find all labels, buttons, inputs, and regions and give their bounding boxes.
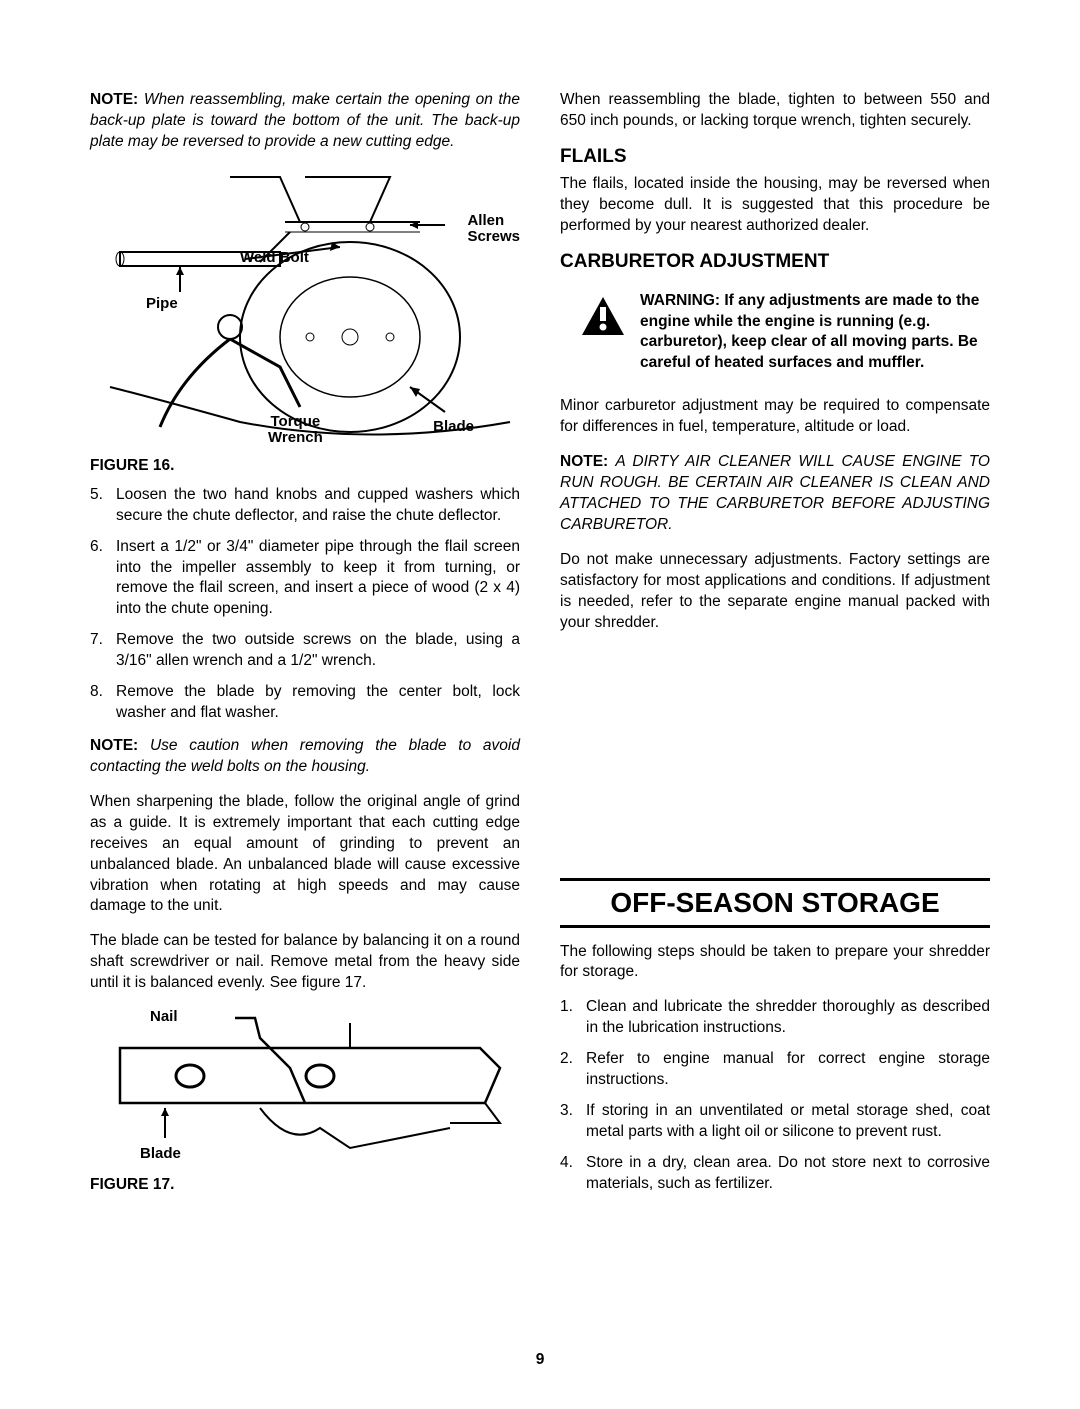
para-minor-adjustment: Minor carburetor adjustment may be requi…	[560, 396, 990, 438]
storage-step-3: 3.If storing in an unventilated or metal…	[586, 1101, 990, 1143]
figure-17-svg	[90, 1008, 520, 1168]
step-6: 6.Insert a 1/2" or 3/4" diameter pipe th…	[116, 537, 520, 621]
figure-16-diagram: AllenScrews Weld Bolt Pipe TorqueWrench …	[90, 167, 520, 447]
warning-block: WARNING: If any adjustments are made to …	[560, 291, 990, 375]
para-storage-intro: The following steps should be taken to p…	[560, 942, 990, 984]
figure-17-label: FIGURE 17.	[90, 1176, 520, 1194]
annot-pipe: Pipe	[146, 295, 178, 312]
two-column-layout: NOTE: When reassembling, make certain th…	[90, 90, 990, 1207]
note-label: NOTE:	[560, 453, 608, 470]
storage-steps-list: 1.Clean and lubricate the shredder thoro…	[560, 997, 990, 1194]
flails-heading: FLAILS	[560, 146, 990, 168]
note-text: When reassembling, make certain the open…	[90, 91, 520, 150]
steps-list-a: 5.Loosen the two hand knobs and cupped w…	[90, 485, 520, 724]
para-factory-settings: Do not make unnecessary adjustments. Fac…	[560, 550, 990, 634]
storage-step-2: 2.Refer to engine manual for correct eng…	[586, 1049, 990, 1091]
note-text: A DIRTY AIR CLEANER WILL CAUSE ENGINE TO…	[560, 453, 990, 533]
figure-16-label: FIGURE 16.	[90, 457, 520, 475]
off-season-storage-heading: OFF-SEASON STORAGE	[560, 878, 990, 928]
warning-icon	[580, 295, 626, 337]
step-8: 8.Remove the blade by removing the cente…	[116, 682, 520, 724]
annot-weld-bolt: Weld Bolt	[240, 249, 309, 266]
carburetor-heading: CARBURETOR ADJUSTMENT	[560, 251, 990, 273]
note-label: NOTE:	[90, 91, 138, 108]
annot-blade-17: Blade	[140, 1145, 181, 1162]
para-flails: The flails, located inside the housing, …	[560, 174, 990, 237]
right-column: When reassembling the blade, tighten to …	[560, 90, 990, 1207]
note-text: Use caution when removing the blade to a…	[90, 737, 520, 775]
step-5: 5.Loosen the two hand knobs and cupped w…	[116, 485, 520, 527]
annot-nail: Nail	[150, 1008, 178, 1025]
annot-torque-wrench: TorqueWrench	[268, 414, 323, 447]
para-reassembling-blade: When reassembling the blade, tighten to …	[560, 90, 990, 132]
vertical-spacer	[560, 648, 990, 828]
note-air-cleaner: NOTE: A DIRTY AIR CLEANER WILL CAUSE ENG…	[560, 452, 990, 536]
annot-blade: Blade	[433, 418, 474, 435]
para-balance-test: The blade can be tested for balance by b…	[90, 931, 520, 994]
warning-text: WARNING: If any adjustments are made to …	[640, 291, 990, 375]
figure-17-diagram: Nail Blade	[90, 1008, 520, 1168]
note-reassembling: NOTE: When reassembling, make certain th…	[90, 90, 520, 153]
para-sharpening: When sharpening the blade, follow the or…	[90, 792, 520, 918]
storage-step-1: 1.Clean and lubricate the shredder thoro…	[586, 997, 990, 1039]
step-7: 7.Remove the two outside screws on the b…	[116, 630, 520, 672]
note-blade-caution: NOTE: Use caution when removing the blad…	[90, 736, 520, 778]
annot-allen-screws: AllenScrews	[467, 213, 520, 246]
left-column: NOTE: When reassembling, make certain th…	[90, 90, 520, 1207]
storage-step-4: 4.Store in a dry, clean area. Do not sto…	[586, 1153, 990, 1195]
page-number: 9	[0, 1351, 1080, 1369]
note-label: NOTE:	[90, 737, 138, 754]
